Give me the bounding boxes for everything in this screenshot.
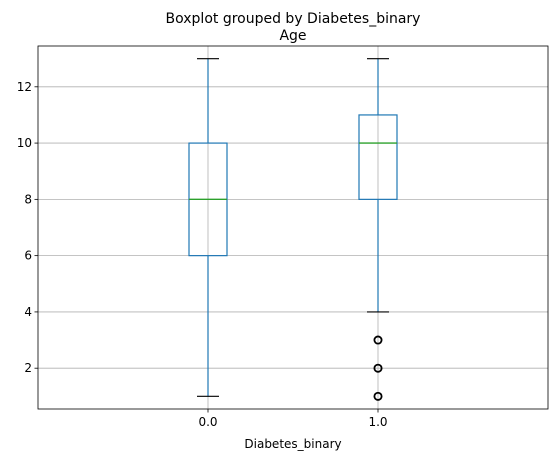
box-iqr xyxy=(358,114,398,200)
y-tick-label: 2 xyxy=(24,361,32,375)
flier-point xyxy=(373,335,383,345)
box-group-0-0 xyxy=(188,58,228,397)
y-tick-label: 12 xyxy=(17,80,32,94)
tick-layer: 2 4 6 8 10 12 0.0 1.0 xyxy=(17,80,388,429)
chart-title: Age xyxy=(279,28,306,44)
box-group-1-0 xyxy=(358,58,398,401)
y-tick-label: 6 xyxy=(24,249,32,263)
y-tick-label: 4 xyxy=(24,305,32,319)
x-axis-label: Diabetes_binary xyxy=(244,437,341,451)
y-tick-label: 8 xyxy=(24,192,32,206)
grid-layer xyxy=(38,46,548,409)
x-tick-label: 1.0 xyxy=(368,415,387,429)
y-tick-label: 10 xyxy=(17,136,32,150)
chart-suptitle: Boxplot grouped by Diabetes_binary xyxy=(166,11,421,27)
box-layer xyxy=(188,58,398,401)
flier-point xyxy=(373,363,383,373)
flier-point xyxy=(373,391,383,401)
plot-frame xyxy=(37,45,549,410)
x-tick-label: 0.0 xyxy=(198,415,217,429)
